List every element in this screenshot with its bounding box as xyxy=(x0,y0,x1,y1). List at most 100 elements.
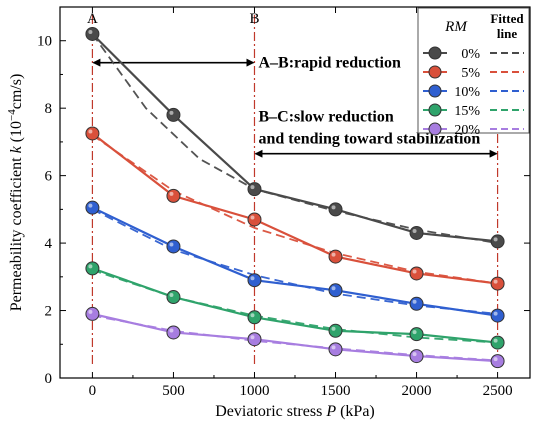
data-point-highlight xyxy=(412,330,417,335)
x-tick-label: 1000 xyxy=(239,383,269,399)
data-point xyxy=(328,323,343,338)
axes-layer: 0 500 1000 1500 2000 2500 0 2 4 6 8 10 Deviatoric st… xyxy=(6,7,530,420)
data-point xyxy=(490,335,505,350)
legend-marker xyxy=(428,103,442,117)
data-point-highlight xyxy=(331,252,336,257)
x-axis-title-prefix: Deviatoric stress xyxy=(215,403,326,420)
data-point-highlight xyxy=(331,345,336,350)
reference-line-label: B xyxy=(249,11,259,27)
data-point xyxy=(247,212,262,227)
data-point-highlight xyxy=(250,335,255,340)
data-point xyxy=(409,327,424,342)
y-tick-label: 8 xyxy=(45,101,53,117)
fitted-line-5pct xyxy=(91,134,498,285)
legend-entry-label: 0% xyxy=(461,47,480,62)
data-point-highlight xyxy=(250,276,255,281)
annotations-layer: A–B:rapid reduction B–C:slow reduction and… xyxy=(92,55,498,158)
legend-marker xyxy=(428,84,442,98)
legend-marker xyxy=(428,122,442,136)
legend-entry-label: 15% xyxy=(454,104,480,119)
legend-fitted-label: line xyxy=(497,26,517,41)
data-point xyxy=(247,332,262,347)
data-point-highlight xyxy=(250,185,255,190)
data-point-highlight xyxy=(169,110,174,115)
data-point xyxy=(409,349,424,364)
data-point-highlight xyxy=(331,286,336,291)
legend-entry-label: 20% xyxy=(454,123,480,138)
legend-marker xyxy=(428,65,442,79)
data-point xyxy=(166,290,181,305)
data-point xyxy=(85,200,100,215)
data-point xyxy=(328,342,343,357)
x-tick-label: 2500 xyxy=(483,383,513,399)
data-point xyxy=(490,354,505,369)
x-tick-label: 2000 xyxy=(402,383,432,399)
data-point-highlight xyxy=(88,309,93,314)
data-point-highlight xyxy=(412,299,417,304)
y-tick-label: 10 xyxy=(37,34,52,50)
data-point xyxy=(166,325,181,340)
y-axis-title: Permeability coefficient k (10−4cm/s) xyxy=(6,74,25,312)
data-point xyxy=(166,239,181,254)
x-axis-title: Deviatoric stress P (kPa) xyxy=(215,403,375,420)
data-point xyxy=(166,188,181,203)
data-point-highlight xyxy=(412,269,417,274)
data-point-highlight xyxy=(169,242,174,247)
data-point xyxy=(85,306,100,321)
data-point-highlight xyxy=(169,328,174,333)
data-point xyxy=(85,261,100,276)
series-line-0pct xyxy=(91,33,498,243)
annotation-text: B–C:slow reduction xyxy=(258,109,393,126)
data-point xyxy=(490,276,505,291)
legend-marker xyxy=(428,46,442,60)
data-point xyxy=(247,310,262,325)
series-line-10pct xyxy=(91,206,498,317)
data-point xyxy=(166,107,181,122)
data-point-highlight xyxy=(88,29,93,34)
legend-title: RM xyxy=(444,19,468,35)
y-axis-title-prefix: Permeability coefficient xyxy=(8,153,25,311)
data-point xyxy=(490,308,505,323)
y-tick-label: 0 xyxy=(45,371,53,387)
legend-fitted-label: Fitted xyxy=(490,11,524,26)
y-axis-title-var: k xyxy=(8,145,25,153)
data-point xyxy=(328,283,343,298)
data-point xyxy=(409,266,424,281)
data-point xyxy=(409,296,424,311)
data-point-highlight xyxy=(412,352,417,357)
x-tick-label: 1500 xyxy=(321,383,351,399)
series-line-20pct xyxy=(92,312,498,363)
data-point-highlight xyxy=(331,205,336,210)
x-tick-label: 0 xyxy=(89,383,97,399)
data-point xyxy=(85,126,100,141)
series-line-5pct xyxy=(91,132,498,285)
y-axis-title-unit-close: cm/s) xyxy=(8,74,25,110)
data-point-highlight xyxy=(493,357,498,362)
data-point-highlight xyxy=(493,279,498,284)
fitted-line-10pct xyxy=(92,208,498,315)
data-point-highlight xyxy=(493,237,498,242)
data-point xyxy=(409,225,424,240)
data-point-highlight xyxy=(88,203,93,208)
y-tick-label: 6 xyxy=(45,169,53,185)
data-point-highlight xyxy=(493,311,498,316)
data-point xyxy=(85,26,100,41)
data-point-highlight xyxy=(88,264,93,269)
data-point xyxy=(328,202,343,217)
data-point-highlight xyxy=(331,326,336,331)
data-point-highlight xyxy=(169,293,174,298)
data-point xyxy=(328,249,343,264)
data-point-highlight xyxy=(493,338,498,343)
y-tick-label: 4 xyxy=(45,236,53,252)
data-point xyxy=(490,234,505,249)
legend-entry-label: 5% xyxy=(461,66,480,81)
data-point xyxy=(247,273,262,288)
series-layer xyxy=(85,26,505,369)
x-axis-title-unit: (kPa) xyxy=(336,403,375,420)
reference-line-label: A xyxy=(87,11,98,27)
y-axis-title-unit-open: (10 xyxy=(8,121,25,146)
data-point-highlight xyxy=(250,215,255,220)
